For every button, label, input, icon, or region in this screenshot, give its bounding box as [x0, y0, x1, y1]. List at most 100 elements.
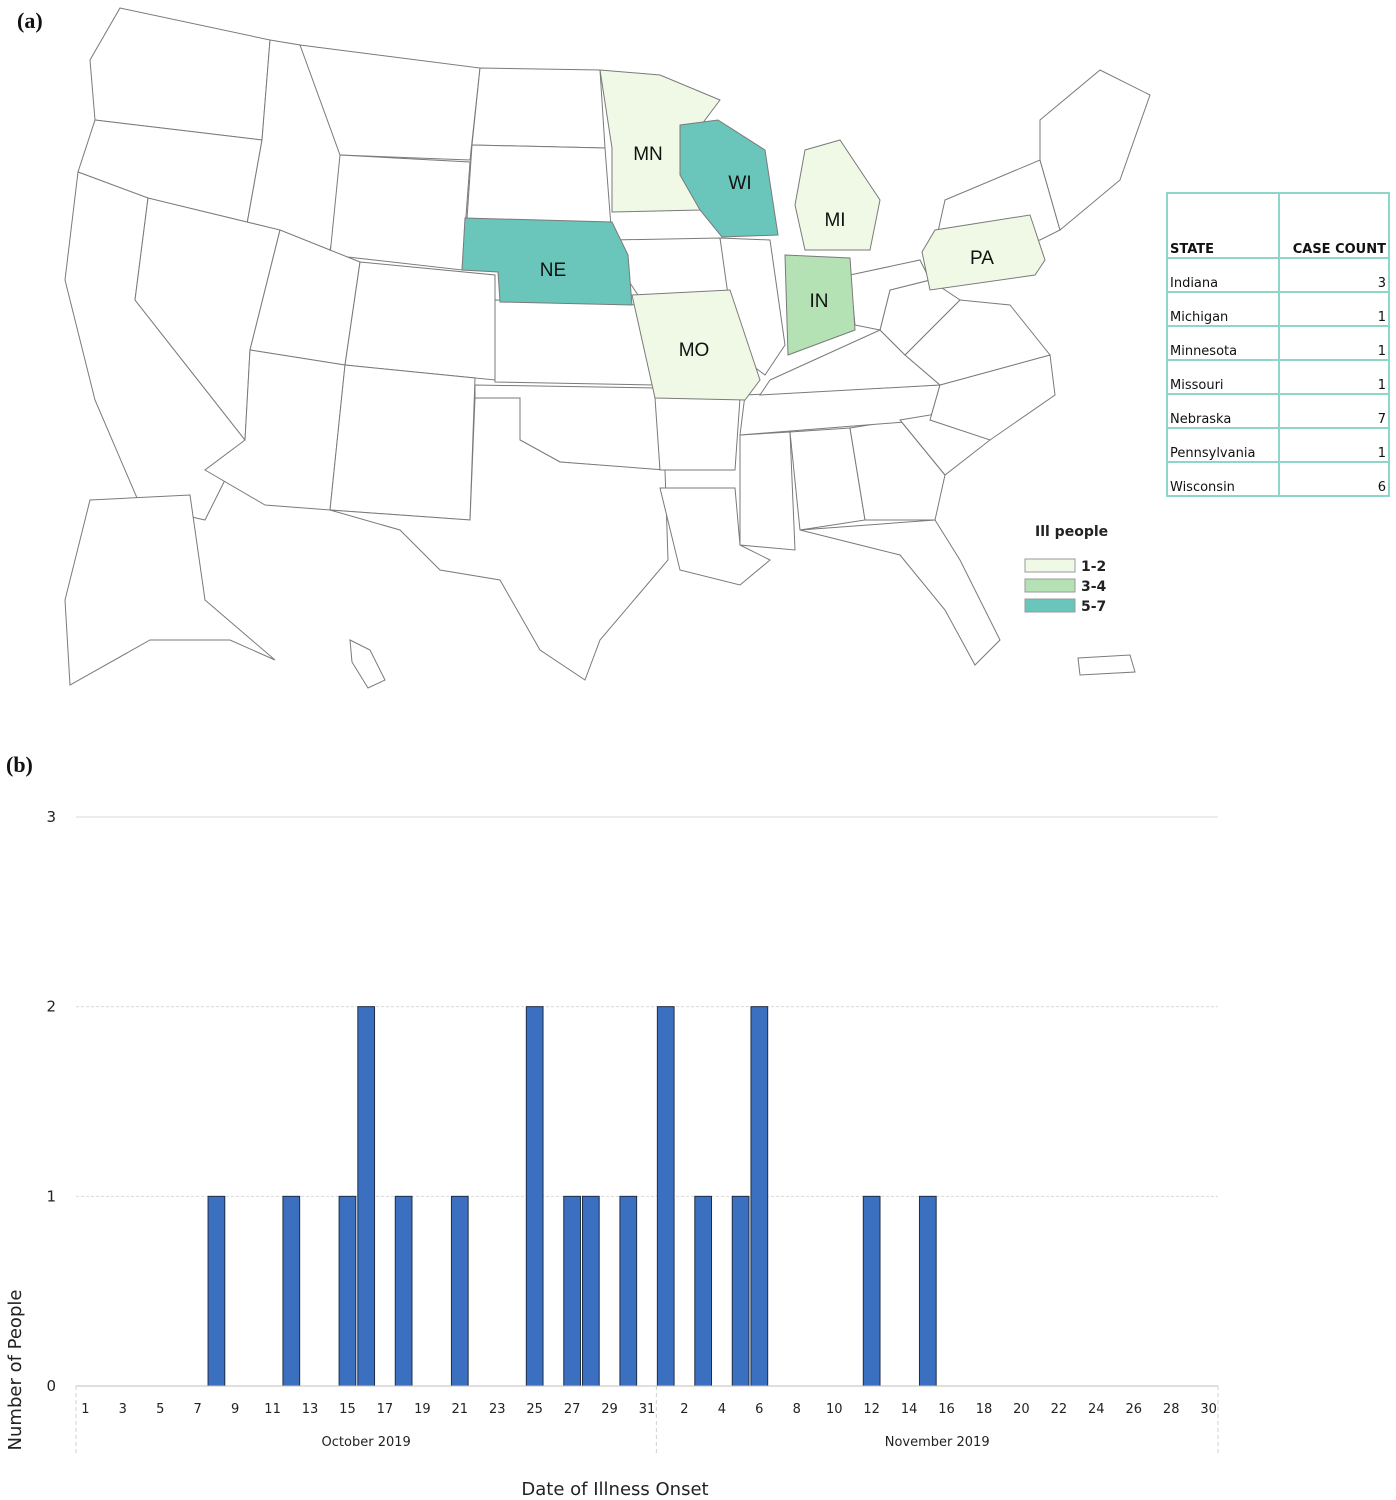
table-header-case-count: CASE COUNT [1278, 192, 1390, 259]
state-label-in: IN [810, 291, 829, 312]
y-tick-label: 0 [46, 1377, 56, 1395]
month-group-label: October 2019 [322, 1435, 411, 1450]
table-header-row: STATE CASE COUNT [1166, 192, 1390, 259]
table-row: Nebraska 7 [1166, 393, 1390, 429]
highlighted-states [461, 69, 1046, 401]
bar [563, 1195, 581, 1387]
state-co [344, 261, 496, 381]
bar [656, 1006, 675, 1387]
table-cell-count: 3 [1278, 257, 1390, 293]
state-ms [739, 431, 796, 551]
x-tick-label: 26 [1125, 1402, 1142, 1417]
bar [619, 1195, 638, 1387]
y-axis-label: Number of People [5, 1290, 26, 1451]
state-label-pa: PA [970, 248, 994, 269]
x-tick-label: 14 [901, 1402, 918, 1417]
x-tick-label: 2 [680, 1402, 688, 1417]
state-wa [89, 7, 271, 141]
table-cell-state: Michigan [1166, 291, 1280, 327]
x-tick-label: 7 [194, 1402, 202, 1417]
x-tick-label: 18 [976, 1402, 993, 1417]
bar [450, 1195, 469, 1387]
panel-label-a: (a) [17, 8, 43, 33]
state-new-england [1039, 69, 1151, 231]
legend-swatch-5-7 [1024, 598, 1076, 613]
state-ks [494, 299, 656, 386]
x-tick-label: 15 [339, 1402, 356, 1417]
x-tick-label: 23 [489, 1402, 506, 1417]
y-axis-ticks: 0 1 2 3 [46, 808, 56, 1395]
x-tick-label: 12 [863, 1402, 880, 1417]
legend-swatch-3-4 [1024, 578, 1076, 593]
table-cell-count: 1 [1278, 291, 1390, 327]
x-tick-label: 16 [938, 1402, 955, 1417]
grid-lines [76, 816, 1218, 1197]
x-tick-label: 11 [264, 1402, 281, 1417]
bar [207, 1195, 226, 1387]
table-row: Indiana 3 [1166, 257, 1390, 293]
state-wi [679, 119, 779, 238]
state-in [784, 254, 856, 356]
month-group-label: November 2019 [885, 1435, 990, 1450]
bar [394, 1195, 413, 1387]
state-fl [799, 519, 1001, 666]
x-tick-label: 8 [793, 1402, 801, 1417]
bar [918, 1195, 937, 1387]
state-abbreviations: MN WI MI NE MO IN PA [540, 144, 994, 361]
x-tick-label: 20 [1013, 1402, 1030, 1417]
bar [338, 1195, 357, 1387]
state-wy [329, 154, 471, 271]
legend-swatch-1-2 [1024, 558, 1076, 573]
state-label-ne: NE [540, 260, 566, 281]
map-legend: Ill people 1-2 3-4 5-7 [1024, 524, 1108, 615]
state-label-mn: MN [633, 144, 663, 165]
state-mt [299, 44, 481, 161]
table-cell-count: 1 [1278, 427, 1390, 463]
bars [207, 1006, 937, 1387]
table-cell-count: 7 [1278, 393, 1390, 429]
x-tick-label: 24 [1088, 1402, 1105, 1417]
x-tick-label: 22 [1051, 1402, 1068, 1417]
bar [282, 1195, 301, 1387]
x-tick-label: 10 [826, 1402, 843, 1417]
x-tick-label: 5 [156, 1402, 164, 1417]
x-tick-label: 4 [718, 1402, 726, 1417]
x-tick-label: 19 [414, 1402, 431, 1417]
table-cell-count: 1 [1278, 325, 1390, 361]
bar [581, 1195, 600, 1387]
x-tick-label: 13 [302, 1402, 319, 1417]
x-tick-label: 25 [526, 1402, 543, 1417]
x-axis-label: Date of Illness Onset [521, 1479, 708, 1500]
table-row: Michigan 1 [1166, 291, 1390, 327]
state-la [659, 487, 771, 586]
x-tick-label: 9 [231, 1402, 239, 1417]
bar [357, 1006, 376, 1387]
table-row: Wisconsin 6 [1166, 461, 1390, 497]
legend-label-1-2: 1-2 [1081, 559, 1106, 575]
table-cell-state: Wisconsin [1166, 461, 1280, 497]
x-axis: 1 3 5 7 9 11 13 15 17 19 21 23 25 27 29 31 2 4 6 8 10 12 14 16 1… [75, 1385, 1219, 1456]
state-nm [329, 364, 476, 521]
map-outline-states [64, 7, 1151, 689]
state-ak [64, 494, 276, 686]
us-choropleth-map: MN WI MI NE MO IN PA Ill people 1-2 3-4 … [64, 7, 1151, 689]
x-tick-label: 31 [639, 1402, 656, 1417]
state-pa [921, 214, 1046, 291]
bar [694, 1195, 713, 1387]
table-cell-count: 1 [1278, 359, 1390, 395]
state-mo [631, 289, 761, 401]
table-cell-state: Minnesota [1166, 325, 1280, 361]
bar [750, 1006, 769, 1387]
table-row: Pennsylvania 1 [1166, 427, 1390, 463]
x-tick-label: 28 [1163, 1402, 1180, 1417]
table-cell-state: Missouri [1166, 359, 1280, 395]
x-tick-label: 3 [119, 1402, 127, 1417]
state-nd [471, 67, 606, 149]
table-cell-state: Pennsylvania [1166, 427, 1280, 463]
table-row: Missouri 1 [1166, 359, 1390, 395]
table-cell-state: Nebraska [1166, 393, 1280, 429]
state-pr [1077, 654, 1136, 676]
bar [525, 1006, 544, 1387]
state-hi [349, 639, 386, 689]
